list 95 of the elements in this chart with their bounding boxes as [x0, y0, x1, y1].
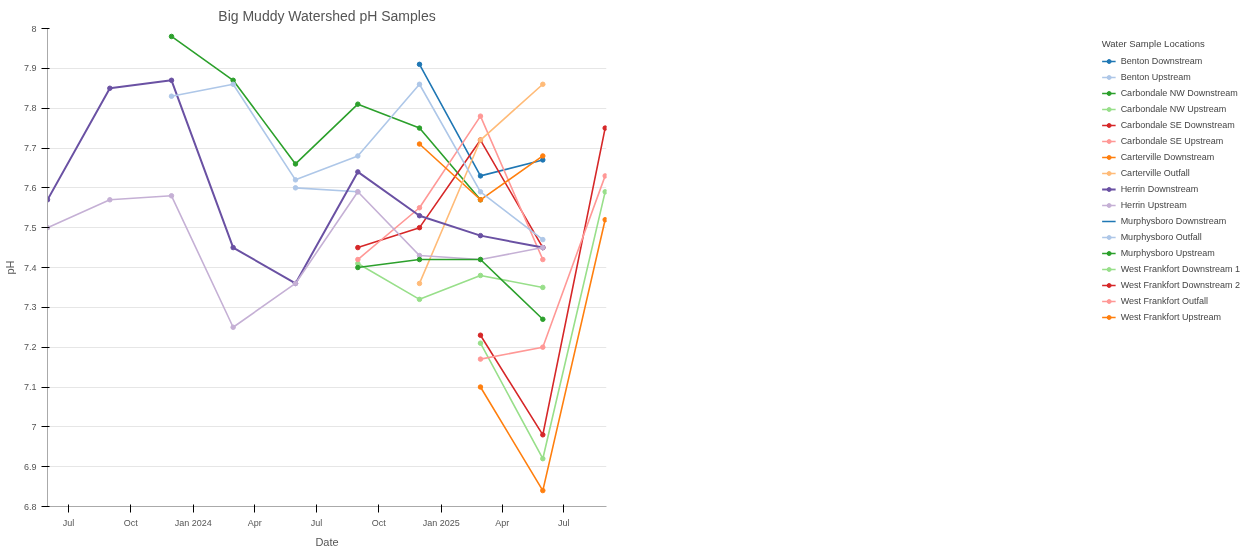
point: [416, 280, 423, 287]
y-axis-title: pH: [3, 260, 16, 275]
y-tick-label: 7.5: [23, 222, 37, 233]
point: [230, 77, 236, 84]
point: [168, 33, 175, 40]
y-tick-label: 7.9: [23, 63, 37, 74]
point: [602, 125, 607, 131]
legend-label: West Frankfort Outfall: [1120, 295, 1208, 308]
point: [107, 197, 113, 203]
point: [477, 340, 484, 346]
x-tick-label: Oct: [371, 517, 387, 528]
point: [168, 77, 175, 84]
point: [540, 344, 546, 350]
legend-label: Murphysboro Upstream: [1120, 247, 1215, 260]
point: [292, 161, 299, 167]
point: [477, 232, 484, 239]
y-tick-label: 7.3: [23, 302, 37, 313]
point: [355, 244, 361, 251]
legend-label: Carbondale NW Upstream: [1120, 103, 1227, 116]
x-tick-label: Jul: [62, 517, 75, 528]
point: [540, 432, 546, 438]
point: [477, 272, 484, 279]
point: [540, 157, 546, 163]
y-tick-label: 7.1: [23, 382, 37, 392]
point: [477, 332, 484, 338]
legend-label: West Frankfort Downstream 1: [1120, 263, 1240, 276]
point: [230, 81, 236, 88]
point: [540, 256, 546, 263]
legend-label: West Frankfort Downstream 2: [1120, 279, 1240, 292]
point: [416, 81, 423, 88]
point: [540, 284, 546, 291]
legend-label: Carbondale SE Upstream: [1120, 135, 1224, 148]
point: [355, 264, 361, 271]
legend-label: Benton Upstream: [1120, 71, 1191, 84]
y-tick-label: 7: [31, 421, 37, 432]
point: [168, 93, 175, 99]
legend-label: Murphysboro Downstream: [1120, 215, 1227, 228]
y-tick-label: 8: [31, 23, 37, 34]
x-tick-label: Apr: [247, 517, 262, 528]
point: [602, 216, 607, 223]
point: [416, 212, 423, 219]
point: [540, 316, 546, 323]
x-tick-label: Oct: [123, 517, 139, 528]
point: [107, 85, 113, 91]
y-tick-label: 7.2: [23, 342, 37, 353]
y-tick-label: 7.8: [23, 103, 37, 114]
point: [477, 356, 484, 362]
point: [355, 169, 361, 175]
point: [355, 153, 361, 159]
point: [168, 193, 175, 199]
x-tick-label: Apr: [495, 517, 510, 528]
chart-title: Big Muddy Watershed pH Samples: [218, 7, 436, 24]
y-tick-label: 7.6: [23, 182, 37, 193]
point: [540, 455, 546, 462]
point: [540, 153, 546, 159]
x-tick-label: Jan 2024: [174, 517, 212, 528]
point: [602, 189, 607, 195]
point: [416, 256, 423, 263]
point: [416, 224, 423, 231]
legend-label: Herrin Upstream: [1120, 199, 1187, 212]
legend-label: Benton Downstream: [1120, 55, 1203, 68]
x-tick-label: Jan 2025: [422, 517, 460, 528]
point: [477, 173, 484, 179]
y-tick-label: 7.4: [23, 262, 37, 273]
point: [416, 61, 423, 68]
legend-label: Herrin Downstream: [1120, 183, 1199, 196]
legend-label: Carterville Downstream: [1120, 151, 1215, 164]
point: [602, 173, 607, 179]
legend-label: Carbondale NW Downstream: [1120, 87, 1238, 100]
legend-label: Carbondale SE Downstream: [1120, 119, 1235, 132]
x-axis-title: Date: [315, 535, 339, 548]
point: [416, 296, 423, 303]
point: [355, 101, 361, 107]
y-tick-label: 6.8: [23, 501, 37, 512]
y-tick-label: 6.9: [23, 461, 37, 472]
point: [230, 244, 236, 251]
point: [416, 141, 423, 147]
y-tick-label: 7.7: [23, 143, 37, 153]
point: [416, 205, 423, 211]
point: [292, 177, 299, 183]
legend-label: Carterville Outfall: [1120, 167, 1190, 180]
point: [540, 236, 546, 243]
point: [477, 384, 484, 390]
point: [540, 487, 546, 494]
point: [416, 125, 423, 131]
point: [477, 189, 484, 195]
legend-title: Water Sample Locations: [1101, 38, 1206, 49]
x-tick-label: Jul: [558, 517, 570, 528]
point: [355, 256, 361, 263]
point: [540, 81, 546, 88]
point: [230, 324, 236, 330]
x-tick-label: Jul: [310, 517, 323, 528]
legend-label: Murphysboro Outfall: [1120, 231, 1202, 244]
legend-label: West Frankfort Upstream: [1120, 311, 1221, 324]
point: [477, 113, 484, 119]
